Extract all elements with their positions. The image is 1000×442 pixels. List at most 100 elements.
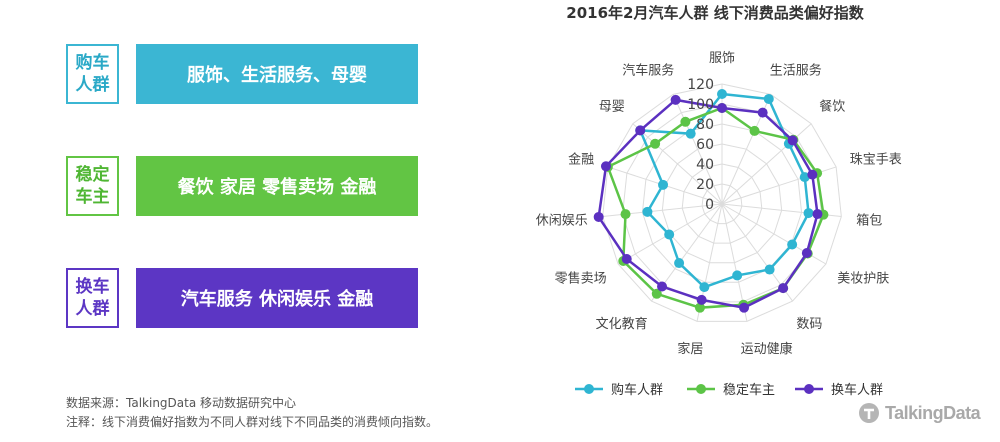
series-point bbox=[801, 248, 812, 258]
category-label: 餐饮 bbox=[819, 99, 845, 115]
legend-swatch-point bbox=[696, 384, 706, 394]
series-point bbox=[739, 302, 750, 313]
series-point bbox=[732, 270, 743, 281]
grid-spoke bbox=[672, 94, 723, 205]
group-categories: 餐饮 家居 零售卖场 金融 bbox=[177, 177, 377, 198]
tick-label: 40 bbox=[696, 157, 714, 173]
series-point bbox=[658, 179, 669, 190]
grid-spoke bbox=[632, 123, 723, 205]
series-point bbox=[651, 288, 662, 299]
chart-legend: 购车人群 稳定车主 换车人群 bbox=[575, 382, 883, 398]
category-label: 金融 bbox=[568, 152, 594, 168]
series-point bbox=[717, 89, 727, 99]
radar-grid bbox=[602, 83, 842, 322]
legend-label: 购车人群 bbox=[611, 382, 663, 398]
legend-swatch-point bbox=[804, 384, 814, 394]
grid-ring bbox=[681, 163, 763, 244]
grid-ring bbox=[622, 103, 822, 303]
series-point bbox=[657, 281, 668, 292]
legend-label: 稳定车主 bbox=[723, 382, 775, 398]
series-point bbox=[763, 93, 774, 104]
tick-label: 100 bbox=[687, 97, 714, 113]
chart-title: 2016年2月汽车人群 线下消费品类偏好指数 bbox=[566, 4, 864, 22]
tick-label: 20 bbox=[696, 177, 714, 193]
series-point bbox=[787, 239, 798, 250]
category-label: 文化教育 bbox=[596, 316, 648, 332]
series-point bbox=[764, 264, 775, 275]
series-point bbox=[593, 211, 604, 222]
group-tag-line2: 人群 bbox=[75, 75, 110, 95]
series-point bbox=[642, 206, 653, 217]
series-point bbox=[664, 229, 675, 240]
group-tag: 稳定 车主 bbox=[66, 156, 119, 216]
group-categories: 汽车服务 休闲娱乐 金融 bbox=[180, 289, 374, 310]
grid-ring bbox=[661, 143, 783, 264]
series-line bbox=[606, 106, 825, 309]
series-point bbox=[650, 138, 661, 149]
talkingdata-logo: TalkingData bbox=[858, 402, 981, 424]
group-tag: 购车 人群 bbox=[66, 44, 119, 104]
series-point bbox=[635, 125, 646, 136]
series-point bbox=[699, 282, 710, 293]
category-label: 数码 bbox=[796, 317, 822, 332]
group-changing-car: 换车 人群 汽车服务 休闲娱乐 金融 bbox=[66, 268, 418, 328]
series-point bbox=[685, 128, 696, 139]
series-point bbox=[680, 116, 691, 127]
group-categories-bar: 服饰、生活服务、母婴 bbox=[136, 44, 418, 104]
grid-ring bbox=[602, 83, 842, 322]
series-point bbox=[799, 172, 810, 183]
category-label: 美妆护肤 bbox=[837, 272, 889, 287]
series-point bbox=[670, 94, 681, 105]
tick-label: 0 bbox=[705, 197, 714, 213]
category-label: 箱包 bbox=[856, 212, 882, 228]
group-stable-owner: 稳定 车主 餐饮 家居 零售卖场 金融 bbox=[66, 156, 418, 216]
radar-series bbox=[593, 89, 829, 313]
series-point bbox=[674, 258, 685, 269]
series-point bbox=[694, 302, 705, 313]
series-point bbox=[807, 169, 818, 180]
radar-tick-labels: 0 20 40 60 80 100 120 bbox=[687, 77, 714, 213]
group-categories-bar: 汽车服务 休闲娱乐 金融 bbox=[136, 268, 418, 328]
series-point bbox=[620, 209, 631, 220]
series-line bbox=[638, 92, 810, 289]
logo-text: TalkingData bbox=[885, 402, 981, 423]
category-label: 家居 bbox=[677, 341, 703, 357]
category-label: 零售卖场 bbox=[555, 271, 607, 287]
group-tag: 换车 人群 bbox=[66, 268, 119, 328]
legend-label: 换车人群 bbox=[831, 382, 883, 398]
logo-icon bbox=[859, 403, 879, 423]
series-point bbox=[778, 283, 789, 294]
tick-label: 80 bbox=[696, 117, 714, 133]
category-label: 汽车服务 bbox=[622, 63, 674, 79]
series-point bbox=[812, 209, 823, 220]
group-tag-line1: 换车 bbox=[75, 277, 110, 297]
category-label: 服饰 bbox=[709, 51, 735, 66]
group-tag-line1: 稳定 bbox=[75, 165, 110, 185]
group-tag-line2: 人群 bbox=[75, 299, 110, 319]
series-line bbox=[597, 98, 819, 309]
series-point bbox=[749, 125, 760, 136]
annotation-note: 注释：线下消费偏好指数为不同人群对线下不同品类的消费倾向指数。 bbox=[66, 415, 439, 429]
category-label: 休闲娱乐 bbox=[536, 213, 588, 228]
category-label: 珠宝手表 bbox=[850, 153, 902, 168]
tick-label: 60 bbox=[696, 137, 714, 153]
grid-ring bbox=[701, 183, 743, 225]
group-tag-line2: 车主 bbox=[75, 187, 110, 207]
series-point bbox=[717, 103, 727, 113]
series-point bbox=[621, 254, 632, 264]
series-point bbox=[787, 135, 798, 146]
series-point bbox=[696, 294, 707, 305]
group-categories: 服饰、生活服务、母婴 bbox=[187, 65, 367, 86]
group-buying-car: 购车 人群 服饰、生活服务、母婴 bbox=[66, 44, 418, 104]
group-categories-bar: 餐饮 家居 零售卖场 金融 bbox=[136, 156, 418, 216]
series-point bbox=[803, 208, 814, 219]
radar-chart: 2016年2月汽车人群 线下消费品类偏好指数 服饰生活服务餐饮珠宝手表箱包美妆护… bbox=[536, 4, 902, 398]
category-label: 生活服务 bbox=[770, 63, 822, 79]
data-source-note: 数据来源：TalkingData 移动数据研究中心 bbox=[66, 396, 297, 410]
tick-label: 120 bbox=[687, 77, 714, 93]
series-point bbox=[600, 161, 611, 172]
series-point bbox=[757, 107, 768, 118]
legend-swatch-point bbox=[584, 384, 594, 394]
category-label: 运动健康 bbox=[741, 341, 793, 357]
